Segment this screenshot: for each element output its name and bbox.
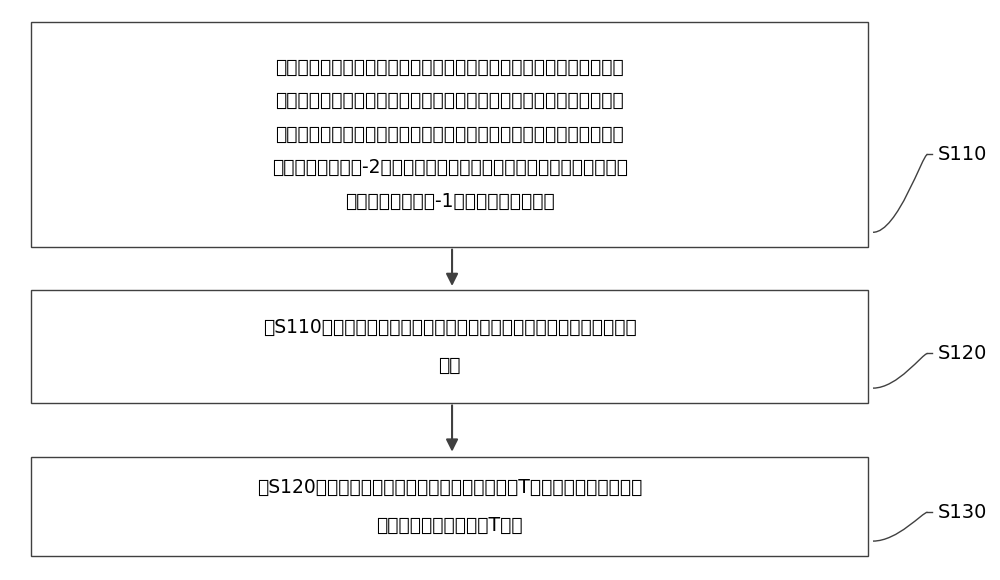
Text: 的嵌合抗原受体修饰的T细胞: 的嵌合抗原受体修饰的T细胞	[376, 516, 523, 535]
Text: 将S110中获得的嵌合抗原受体表达基因连接到慢病毒载体中，得到表达: 将S110中获得的嵌合抗原受体表达基因连接到慢病毒载体中，得到表达	[263, 318, 636, 337]
Text: 融合蛋白包括依次连接的抗原结合区域、铰链蛋白、第一跨膜蛋白和拟: 融合蛋白包括依次连接的抗原结合区域、铰链蛋白、第一跨膜蛋白和拟	[275, 125, 624, 144]
Text: 抗原受体，其中嵌合抗原受体包括第一融合蛋白和第二融合蛋白，第一: 抗原受体，其中嵌合抗原受体包括第一融合蛋白和第二融合蛋白，第一	[275, 91, 624, 110]
Text: S110: S110	[937, 145, 987, 164]
Text: 提供嵌合抗原受体表达基因，嵌合抗原受体表达基因用于编码得到嵌合: 提供嵌合抗原受体表达基因，嵌合抗原受体表达基因用于编码得到嵌合	[275, 57, 624, 77]
Text: 载体: 载体	[438, 356, 461, 375]
Bar	[31, 21, 868, 247]
Bar	[31, 290, 868, 403]
Text: S120: S120	[937, 344, 987, 363]
Text: 将S120中获得的表达载体包装为慢病毒并转染至T细胞中，得到光控调节: 将S120中获得的表达载体包装为慢病毒并转染至T细胞中，得到光控调节	[257, 478, 642, 497]
Text: S130: S130	[937, 503, 987, 522]
Text: 性螺旋环螺旋蛋白-1和胞内信号传导蛋白: 性螺旋环螺旋蛋白-1和胞内信号传导蛋白	[345, 191, 554, 211]
Text: 南芥隐花色素蛋白-2，第二融合蛋白包括依次连接的第二跨膜蛋白、碱: 南芥隐花色素蛋白-2，第二融合蛋白包括依次连接的第二跨膜蛋白、碱	[272, 158, 628, 177]
Bar	[31, 458, 868, 556]
